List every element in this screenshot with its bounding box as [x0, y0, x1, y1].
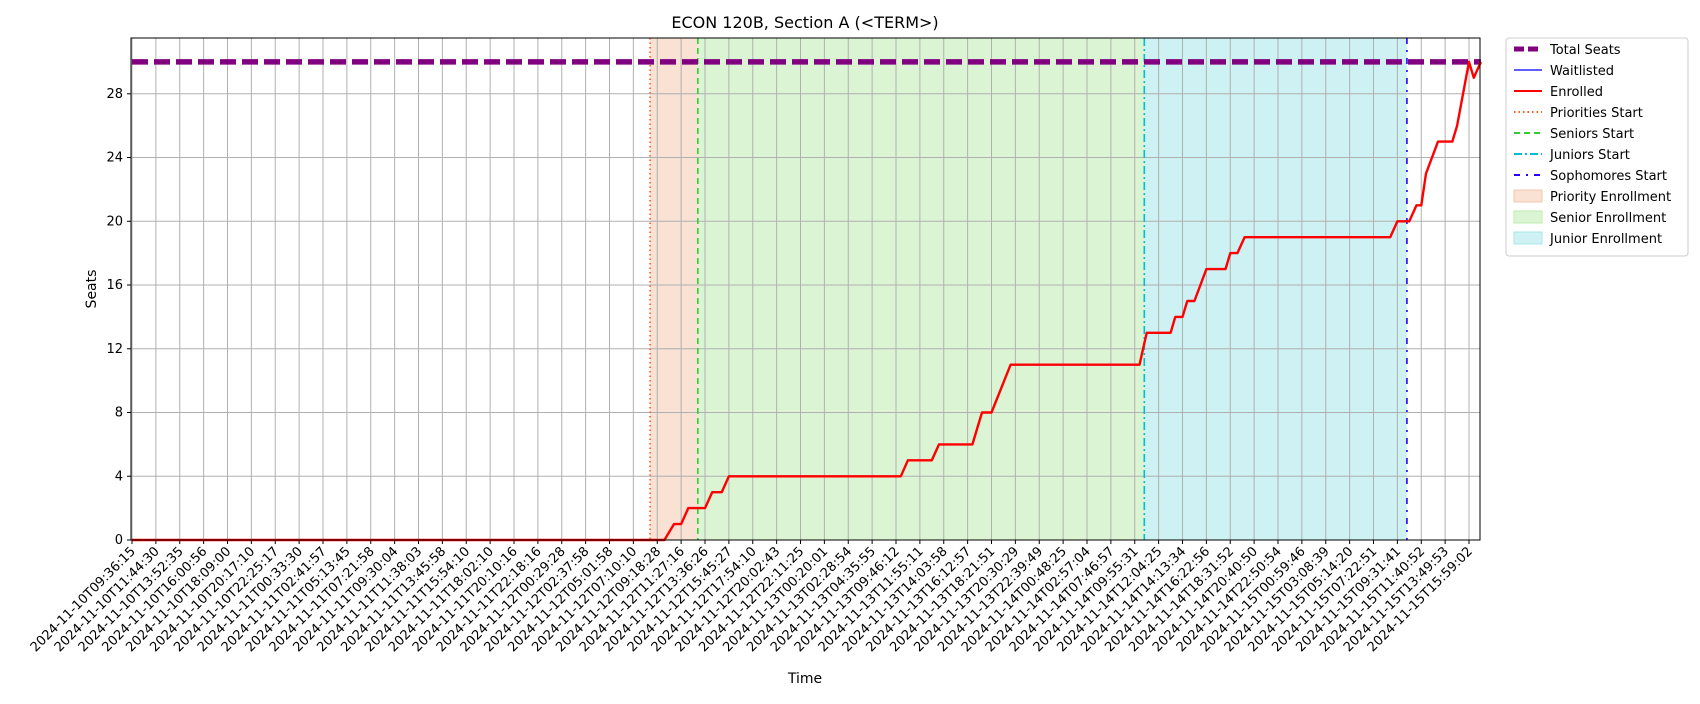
legend-label: Priority Enrollment [1550, 190, 1671, 205]
plot-frame [130, 37, 1481, 541]
y-axis-label: Seats [84, 270, 100, 309]
y-tick-label: 8 [115, 406, 123, 421]
legend-swatch [1513, 231, 1543, 245]
legend-label: Priorities Start [1550, 106, 1643, 121]
y-tick-label: 24 [106, 151, 123, 166]
legend-label: Senior Enrollment [1550, 211, 1666, 226]
regions-layer [650, 38, 1407, 540]
series-layer [132, 59, 1482, 542]
chart-title: ECON 120B, Section A (<TERM>) [671, 13, 938, 32]
series-line-2 [132, 60, 1482, 542]
legend-label: Junior Enrollment [1549, 232, 1662, 247]
y-tick-label: 0 [115, 533, 123, 548]
legend-label: Waitlisted [1550, 64, 1614, 79]
legend-label: Juniors Start [1549, 148, 1630, 163]
y-axis: 0 4 8 12 16 20 24 28 [106, 87, 131, 548]
region-1 [697, 38, 1145, 540]
legend-label: Sophomores Start [1550, 169, 1667, 184]
legend-label: Enrolled [1550, 85, 1603, 100]
region-2 [1144, 38, 1407, 540]
legend-box [1505, 37, 1689, 257]
y-tick-label: 4 [115, 469, 123, 484]
x-axis-label: Time [787, 671, 822, 687]
legend-swatch [1513, 210, 1543, 224]
y-tick-label: 28 [106, 87, 123, 102]
legend-swatch [1513, 189, 1543, 203]
legend-label: Seniors Start [1550, 127, 1634, 142]
x-axis: 2024-11-10T09:36:152024-11-10T11:44:3020… [28, 540, 1476, 655]
y-tick-label: 12 [106, 342, 123, 357]
region-0 [650, 38, 698, 540]
markers-layer [649, 38, 1408, 540]
y-tick-label: 20 [106, 214, 123, 229]
y-tick-label: 16 [106, 278, 123, 293]
legend-label: Total Seats [1549, 43, 1621, 58]
legend: Total Seats Waitlisted Enrolled Priorities … [1505, 37, 1689, 257]
